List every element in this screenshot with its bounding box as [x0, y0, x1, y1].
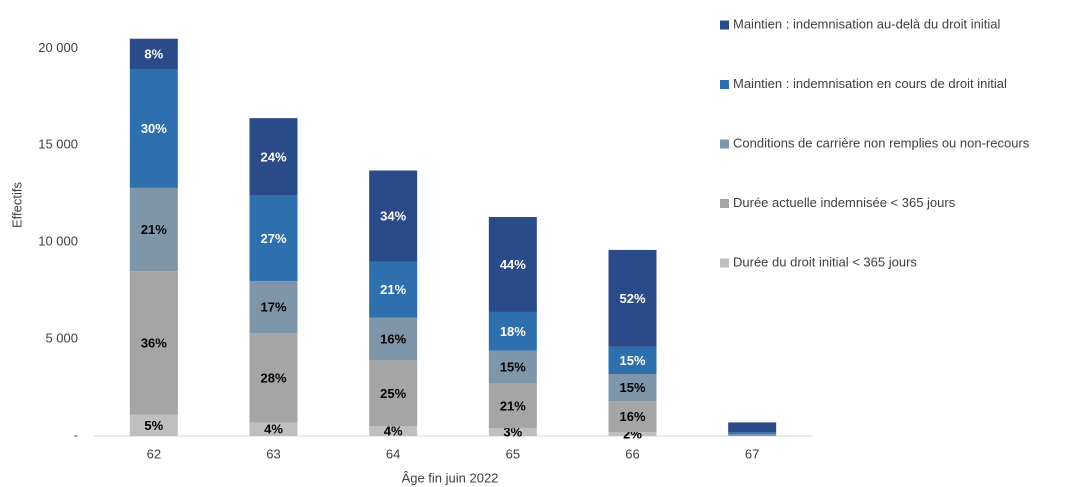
x-tick-label: 62: [147, 446, 161, 461]
legend-label: Conditions de carrière non remplies ou n…: [733, 135, 1030, 150]
bar-segment: [249, 195, 298, 281]
data-label: 16%: [380, 332, 406, 347]
legend-label: Durée actuelle indemnisée < 365 jours: [733, 195, 956, 210]
data-label: 4%: [384, 424, 403, 439]
data-label: 15%: [619, 380, 645, 395]
bar-segment: [129, 271, 178, 415]
bar-segment: [249, 333, 298, 423]
bar-segment: [488, 350, 537, 384]
data-label: 44%: [500, 257, 526, 272]
legend-swatch: [720, 139, 729, 149]
data-label: 27%: [260, 231, 286, 246]
data-label: 30%: [141, 121, 167, 136]
data-label: 16%: [619, 409, 645, 424]
data-label: 4%: [264, 422, 283, 437]
bar-segment: [369, 170, 418, 262]
y-tick-label: -: [74, 427, 78, 442]
data-label: 8%: [144, 47, 163, 62]
bar-segment: [488, 216, 537, 312]
data-label: 3%: [503, 425, 522, 440]
bar-segment: [129, 69, 178, 188]
data-label: 5%: [144, 418, 163, 433]
data-label: 52%: [619, 291, 645, 306]
data-label: 28%: [260, 370, 286, 385]
data-label: 36%: [141, 335, 167, 350]
bar-segment: [608, 432, 657, 436]
bar-segment: [249, 422, 298, 436]
data-label: 34%: [380, 208, 406, 223]
y-tick-label: 20 000: [38, 40, 78, 55]
bar-segment: [728, 434, 777, 436]
data-label: 18%: [500, 324, 526, 339]
bar-segment: [608, 346, 657, 374]
legend-label: Maintien : indemnisation en cours de dro…: [733, 76, 1007, 91]
data-label: 21%: [141, 222, 167, 237]
legend-label: Maintien : indemnisation au-delà du droi…: [733, 16, 1000, 31]
legend-swatch: [720, 199, 729, 208]
y-axis-label: Effectifs: [9, 182, 24, 229]
data-label: 15%: [619, 353, 645, 368]
x-tick-label: 67: [745, 446, 759, 461]
bar-segment: [488, 311, 537, 351]
bar-segment: [488, 428, 537, 436]
data-label: 17%: [260, 300, 286, 315]
bar-segment: [369, 261, 418, 318]
bar-segment: [369, 317, 418, 361]
data-label: 21%: [500, 398, 526, 413]
x-axis-label: Âge fin juin 2022: [402, 470, 499, 485]
bar-segment: [608, 249, 657, 347]
bar-segment: [249, 280, 298, 334]
bar-segment: [608, 401, 657, 433]
bar-segment: [369, 426, 418, 436]
bar-segment: [129, 38, 178, 70]
y-tick-label: 15 000: [38, 137, 78, 152]
x-tick-label: 65: [506, 446, 520, 461]
bar-segment: [728, 422, 777, 433]
bar-segment: [728, 432, 777, 435]
bar-segment: [608, 373, 657, 402]
x-tick-label: 63: [266, 446, 280, 461]
legend-swatch: [720, 20, 729, 30]
bar-segment: [369, 360, 418, 427]
x-tick-label: 64: [386, 446, 400, 461]
data-label: 25%: [380, 386, 406, 401]
y-tick-label: 5 000: [45, 331, 78, 346]
data-label: 15%: [500, 360, 526, 375]
legend-label: Durée du droit initial < 365 jours: [733, 254, 917, 269]
bar-segment: [129, 414, 178, 436]
bar-segment: [488, 383, 537, 429]
legend-swatch: [720, 258, 729, 268]
x-tick-label: 66: [625, 446, 639, 461]
y-tick-label: 10 000: [38, 234, 78, 249]
legend-swatch: [720, 80, 729, 89]
bar-segment: [249, 118, 298, 196]
bar-segment: [129, 187, 178, 272]
data-label: 21%: [380, 282, 406, 297]
data-label: 24%: [260, 149, 286, 164]
